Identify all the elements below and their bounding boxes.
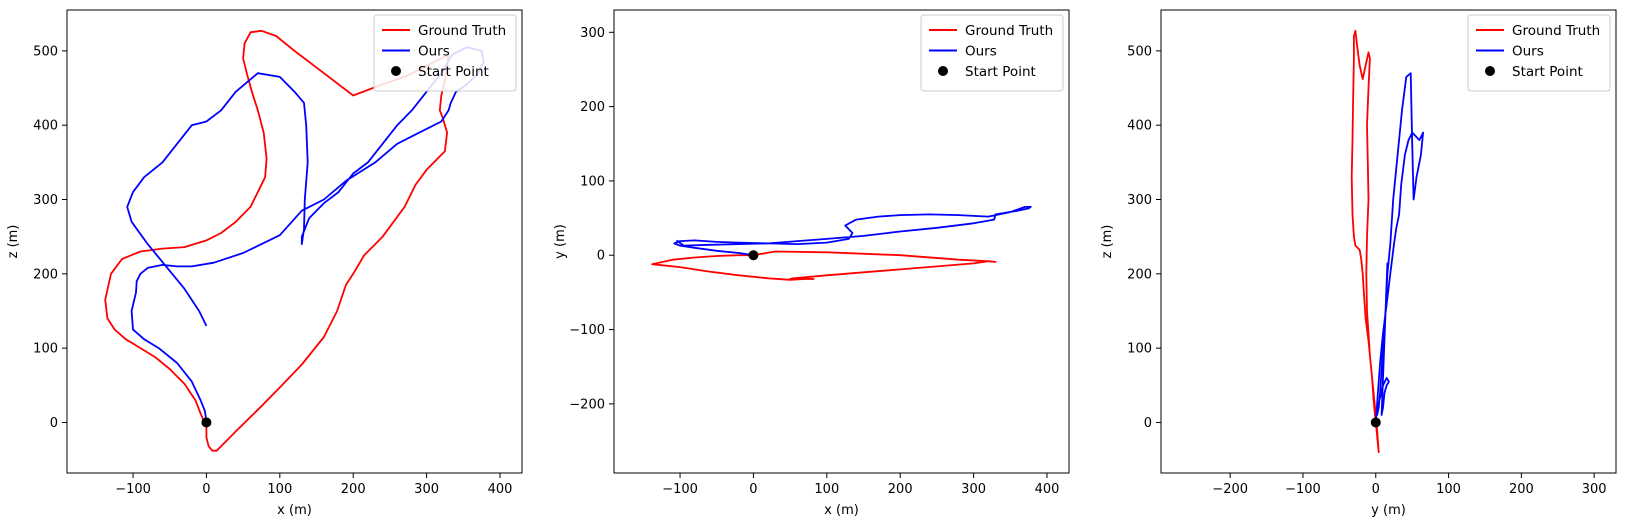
chart-panel-3: −200 −100 0 100 200 300 0 100 200 300 400 500 y (m) z… bbox=[1100, 9, 1617, 518]
y-tick-label: 200 bbox=[580, 100, 605, 115]
y-axis-label: y (m) bbox=[553, 224, 568, 259]
start-point-marker bbox=[1370, 417, 1381, 428]
y-tick-label: 100 bbox=[580, 174, 605, 189]
axes-frame bbox=[66, 9, 523, 474]
series-line-ours bbox=[1374, 72, 1424, 423]
legend-entry-label: Ours bbox=[1512, 44, 1544, 60]
series-line-ground-truth bbox=[651, 250, 997, 281]
legend-entry-label: Start Point bbox=[418, 64, 489, 80]
x-axis-label: x (m) bbox=[277, 503, 312, 518]
legend: Ground Truth Ours Start Point bbox=[1467, 14, 1611, 92]
start-point-marker bbox=[748, 250, 759, 261]
x-tick-label: 200 bbox=[341, 482, 366, 497]
chart-panel-2: −100 0 100 200 300 400 −200 −100 0 100 200 300 x (m)… bbox=[553, 9, 1070, 518]
x-tick-label: 300 bbox=[414, 482, 439, 497]
x-tick-label: 100 bbox=[814, 482, 839, 497]
x-axis-label: x (m) bbox=[824, 503, 859, 518]
legend: Ground Truth Ours Start Point bbox=[373, 14, 517, 92]
x-tick-label: 200 bbox=[1509, 482, 1534, 497]
y-tick-label: 100 bbox=[1127, 342, 1152, 357]
y-tick-label: 200 bbox=[33, 267, 58, 282]
y-tick-label: −200 bbox=[569, 397, 605, 412]
x-tick-label: 300 bbox=[1582, 482, 1607, 497]
series-line-ground-truth bbox=[1350, 29, 1380, 454]
start-point-marker bbox=[201, 417, 212, 428]
y-tick-label: 300 bbox=[1127, 193, 1152, 208]
x-tick-label: 0 bbox=[1372, 482, 1380, 497]
y-tick-label: 400 bbox=[33, 119, 58, 134]
legend-marker bbox=[938, 66, 948, 76]
legend-entry-label: Ground Truth bbox=[1512, 23, 1600, 39]
y-tick-label: 400 bbox=[1127, 119, 1152, 134]
x-tick-label: 300 bbox=[961, 482, 986, 497]
legend-marker bbox=[1485, 66, 1495, 76]
x-tick-label: 100 bbox=[267, 482, 292, 497]
legend-entry-label: Ours bbox=[418, 44, 450, 60]
y-tick-label: 200 bbox=[1127, 267, 1152, 282]
y-tick-label: 300 bbox=[33, 193, 58, 208]
y-tick-label: 0 bbox=[597, 249, 605, 264]
x-tick-label: 400 bbox=[1035, 482, 1060, 497]
x-tick-label: −100 bbox=[662, 482, 698, 497]
y-tick-label: 0 bbox=[1144, 416, 1152, 431]
y-tick-label: 0 bbox=[50, 416, 58, 431]
axes-frame bbox=[613, 9, 1070, 474]
x-tick-label: 200 bbox=[888, 482, 913, 497]
y-axis-label: z (m) bbox=[1100, 225, 1115, 259]
x-tick-label: 0 bbox=[202, 482, 210, 497]
legend-marker bbox=[391, 66, 401, 76]
series-line-ours bbox=[673, 205, 1032, 257]
y-tick-label: 100 bbox=[33, 342, 58, 357]
legend-entry-label: Ground Truth bbox=[418, 23, 506, 39]
y-tick-label: −100 bbox=[569, 323, 605, 338]
legend-box bbox=[920, 14, 1064, 92]
x-tick-label: −100 bbox=[1285, 482, 1321, 497]
y-tick-label: 300 bbox=[580, 26, 605, 41]
y-axis-label: z (m) bbox=[6, 225, 21, 259]
chart-panel-1: −100 0 100 200 300 400 0 100 200 300 400 500 x (m) z … bbox=[6, 9, 523, 518]
x-tick-label: 400 bbox=[488, 482, 513, 497]
x-tick-label: 100 bbox=[1436, 482, 1461, 497]
x-tick-label: −200 bbox=[1212, 482, 1248, 497]
x-tick-label: −100 bbox=[115, 482, 151, 497]
y-tick-label: 500 bbox=[33, 44, 58, 59]
legend-entry-label: Start Point bbox=[965, 64, 1036, 80]
legend-entry-label: Start Point bbox=[1512, 64, 1583, 80]
legend-box bbox=[373, 14, 517, 92]
axes-frame bbox=[1160, 9, 1617, 474]
legend-entry-label: Ground Truth bbox=[965, 23, 1053, 39]
y-tick-label: 500 bbox=[1127, 44, 1152, 59]
legend-box bbox=[1467, 14, 1611, 92]
x-tick-label: 0 bbox=[749, 482, 757, 497]
legend-entry-label: Ours bbox=[965, 44, 997, 60]
series-line-ground-truth bbox=[104, 29, 450, 452]
x-axis-label: y (m) bbox=[1371, 503, 1406, 518]
legend: Ground Truth Ours Start Point bbox=[920, 14, 1064, 92]
